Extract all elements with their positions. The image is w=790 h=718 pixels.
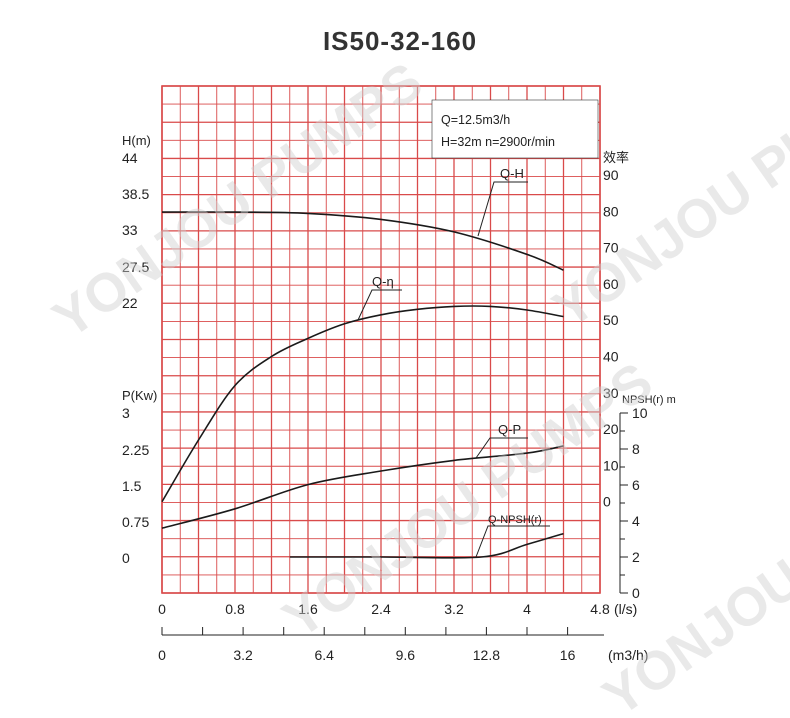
x-ls-tick: 1.6 xyxy=(298,601,318,617)
power-tick: 0.75 xyxy=(122,514,149,530)
x-m3h-tick: 6.4 xyxy=(314,647,334,663)
x-m3h-tick: 16 xyxy=(560,647,576,663)
x-m3h-tick: 9.6 xyxy=(396,647,416,663)
efficiency-tick: 40 xyxy=(603,349,619,365)
efficiency-tick: 0 xyxy=(603,494,611,510)
label-q-h: Q-H xyxy=(500,166,524,181)
head-tick: 33 xyxy=(122,222,138,238)
x-ls-tick: 4 xyxy=(523,601,531,617)
label-q-p: Q-P xyxy=(498,422,521,437)
x-axis-m3h: (m3/h) 0 3.2 6.4 9.6 12.8 16 xyxy=(158,627,648,663)
info-line-2: H=32m n=2900r/min xyxy=(441,135,555,149)
x-ls-tick: 4.8 xyxy=(590,601,610,617)
efficiency-tick: 50 xyxy=(603,312,619,328)
x-ls-unit: (l/s) xyxy=(614,601,637,617)
npsh-tick: 10 xyxy=(632,405,648,421)
x-axis-ls: (l/s) 0 0.8 1.6 2.4 3.2 4 4.8 xyxy=(158,601,637,617)
efficiency-tick: 10 xyxy=(603,457,619,473)
watermark-text: YONJOU PUMPS xyxy=(592,429,790,718)
x-m3h-tick: 0 xyxy=(158,647,166,663)
x-m3h-unit: (m3/h) xyxy=(608,647,648,663)
efficiency-axis-label: 效率 xyxy=(603,150,629,165)
label-q-eta: Q-η xyxy=(372,274,394,289)
head-tick: 22 xyxy=(122,295,138,311)
npsh-tick: 2 xyxy=(632,549,640,565)
x-ls-tick: 0 xyxy=(158,601,166,617)
efficiency-tick: 60 xyxy=(603,276,619,292)
series-line-q-p xyxy=(161,445,564,529)
series-line-q-npsh xyxy=(289,532,564,559)
efficiency-tick: 90 xyxy=(603,167,619,183)
power-tick: 2.25 xyxy=(122,442,149,458)
power-axis-label: P(Kw) xyxy=(122,388,157,403)
watermark: YONJOU PUMPS YONJOU PUMPS YONJOU PUMPS Y… xyxy=(42,41,790,718)
power-axis: P(Kw) 3 2.25 1.5 0.75 0 xyxy=(122,388,157,566)
grid xyxy=(161,85,601,594)
npsh-axis-label: NPSH(r) m xyxy=(622,394,676,406)
head-tick: 38.5 xyxy=(122,186,149,202)
label-q-npsh: Q-NPSH(r) xyxy=(488,514,542,526)
efficiency-tick: 70 xyxy=(603,240,619,256)
series-line-q-h xyxy=(161,211,564,271)
npsh-tick: 4 xyxy=(632,513,640,529)
info-box: Q=12.5m3/h H=32m n=2900r/min xyxy=(431,99,599,159)
head-tick: 44 xyxy=(122,150,138,166)
x-ls-tick: 3.2 xyxy=(444,601,464,617)
head-axis: H(m) 44 38.5 33 27.5 22 xyxy=(122,133,151,311)
npsh-axis: NPSH(r) m 10 8 6 4 2 0 xyxy=(619,394,676,601)
head-tick: 27.5 xyxy=(122,259,149,275)
x-m3h-tick: 12.8 xyxy=(473,647,500,663)
info-line-1: Q=12.5m3/h xyxy=(441,113,510,127)
x-ls-tick: 2.4 xyxy=(371,601,391,617)
efficiency-tick: 20 xyxy=(603,421,619,437)
npsh-tick: 6 xyxy=(632,477,640,493)
chart-title: IS50-32-160 xyxy=(323,26,477,56)
efficiency-axis: 效率 90 80 70 60 50 40 30 20 10 0 xyxy=(603,150,629,510)
npsh-tick: 8 xyxy=(632,441,640,457)
npsh-tick: 0 xyxy=(632,585,640,601)
efficiency-tick: 30 xyxy=(603,385,619,401)
x-m3h-tick: 3.2 xyxy=(233,647,253,663)
watermark-text: YONJOU PUMPS xyxy=(42,51,433,350)
power-tick: 0 xyxy=(122,550,130,566)
power-tick: 3 xyxy=(122,405,130,421)
power-tick: 1.5 xyxy=(122,478,142,494)
grid-border xyxy=(161,85,601,594)
curve-labels: Q-H Q-η Q-P Q-NPSH(r) xyxy=(357,166,550,558)
efficiency-tick: 80 xyxy=(603,203,619,219)
x-ls-tick: 0.8 xyxy=(225,601,245,617)
head-axis-label: H(m) xyxy=(122,133,151,148)
